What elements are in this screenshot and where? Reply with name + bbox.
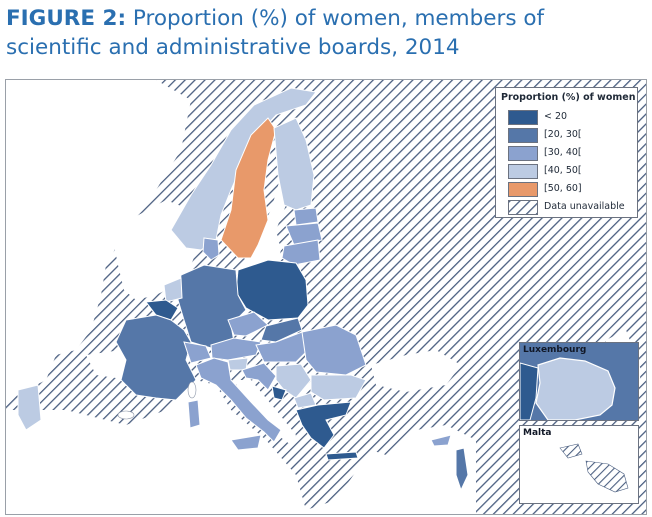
legend-swatch <box>508 110 538 125</box>
inset-malta-map <box>559 443 629 493</box>
country-netherlands <box>163 277 183 303</box>
country-slovenia <box>227 357 249 371</box>
country-bulgaria <box>310 374 367 401</box>
inset-luxembourg-country <box>535 357 616 420</box>
legend-label: [20, 30[ <box>544 129 582 140</box>
country-slovakia <box>260 317 303 343</box>
country-czechia <box>227 311 269 337</box>
country-denmark <box>202 237 220 261</box>
country-finland <box>273 117 315 211</box>
map-legend: Proportion (%) of women < 20 [20, 30[ [3… <box>495 87 638 218</box>
inset-luxembourg-map <box>520 343 638 420</box>
country-italy-sicily <box>230 434 262 451</box>
country-sweden <box>220 117 277 259</box>
legend-label: [40, 50[ <box>544 165 582 176</box>
country-belgium <box>145 299 179 321</box>
country-montenegro <box>271 385 287 401</box>
legend-label: Data unavailable <box>544 201 625 212</box>
inset-malta: Malta <box>519 425 639 504</box>
country-italy <box>195 357 282 443</box>
legend-title: Proportion (%) of women <box>501 92 636 103</box>
inset-luxembourg-title: Luxembourg <box>523 345 587 355</box>
legend-swatch <box>508 164 538 179</box>
legend-swatch <box>508 182 538 197</box>
country-greece <box>295 401 352 449</box>
legend-label: < 20 <box>544 111 568 122</box>
sea-atlantic <box>6 80 191 400</box>
figure-caption: Proportion (%) of women, members of scie… <box>6 6 545 60</box>
country-austria <box>210 337 262 361</box>
country-latvia <box>285 222 323 246</box>
country-france <box>115 314 197 401</box>
island-corsica <box>187 381 197 399</box>
country-portugal <box>17 384 42 431</box>
legend-label: [50, 60] <box>544 183 582 194</box>
sea-black <box>371 350 461 392</box>
inset-luxembourg: Luxembourg <box>519 342 639 421</box>
country-italy-sardinia <box>187 399 201 429</box>
figure-label: FIGURE 2: <box>6 6 127 31</box>
country-estonia <box>293 207 319 226</box>
inset-belgium <box>520 362 539 420</box>
legend-swatch <box>508 146 538 161</box>
country-croatia <box>241 362 277 391</box>
inset-gozo <box>559 443 583 459</box>
country-israel <box>455 447 469 492</box>
sea-adriatic <box>234 380 296 445</box>
figure-title: FIGURE 2: Proportion (%) of women, membe… <box>6 4 646 62</box>
country-cyprus <box>430 434 452 447</box>
island-balearic <box>117 410 135 420</box>
country-germany <box>177 264 247 349</box>
legend-swatch-hatched <box>508 200 538 215</box>
inset-malta-title: Malta <box>523 428 552 438</box>
legend-swatch <box>508 128 538 143</box>
inset-malta-island <box>585 460 629 493</box>
country-greece-crete <box>325 451 359 461</box>
country-romania <box>301 324 367 376</box>
legend-label: [30, 40[ <box>544 147 582 158</box>
country-lithuania <box>281 239 321 266</box>
country-switzerland <box>183 341 212 364</box>
